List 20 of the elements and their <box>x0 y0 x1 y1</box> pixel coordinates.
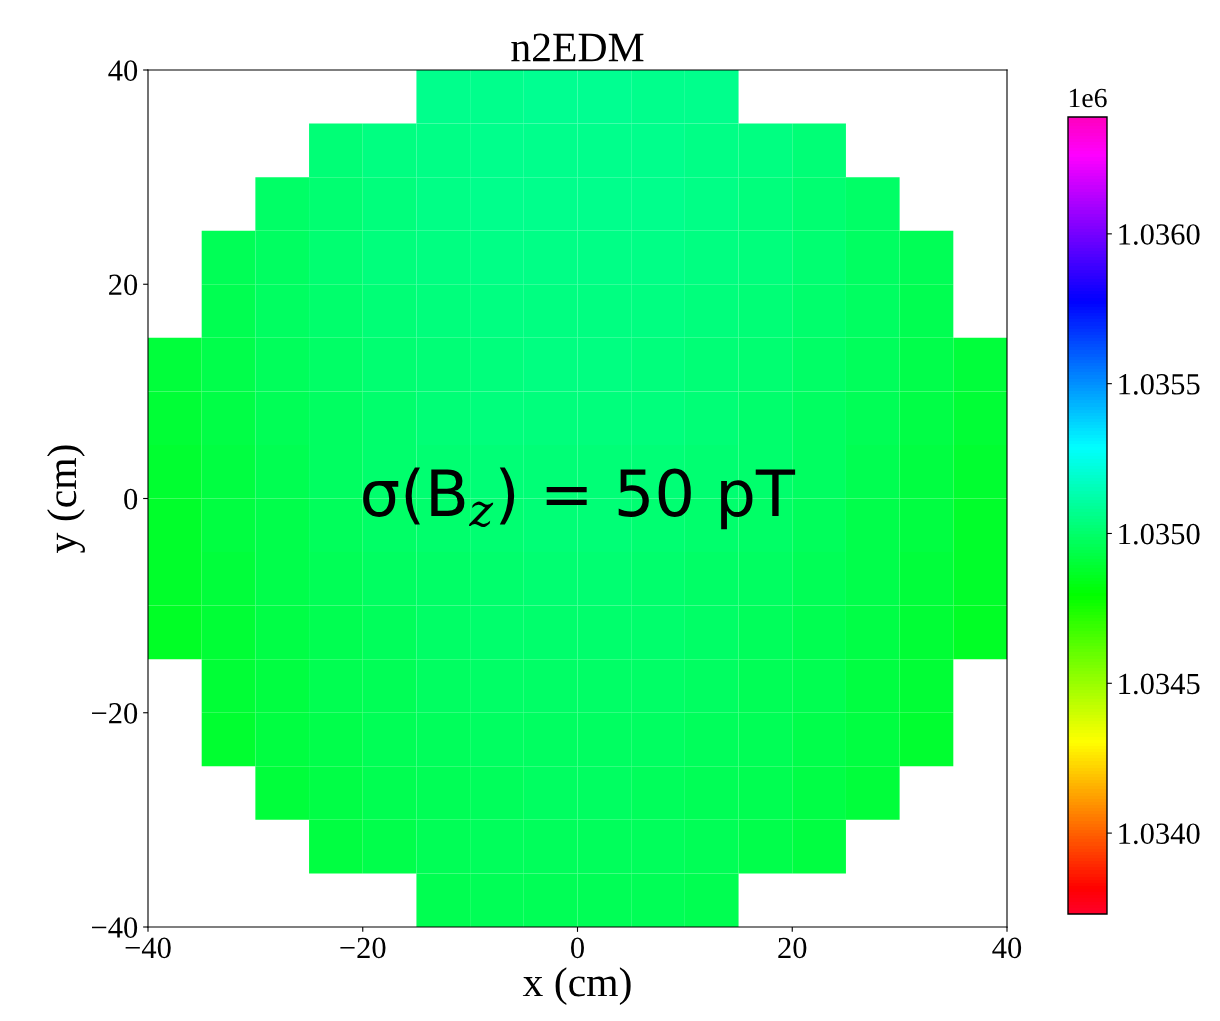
color-bar-label: 1.0355 <box>1119 373 1200 395</box>
x-tick-label: 20 <box>778 937 807 959</box>
x-tick-label: 0 <box>571 937 584 959</box>
color-bar-label: 1.0345 <box>1119 673 1200 695</box>
annotation: σ(B$_{z}$) = 50 pT <box>363 467 796 530</box>
color-bar-label: 1.0350 <box>1119 523 1200 545</box>
y-tick-label: 40 <box>108 60 138 81</box>
y-axis-title: y (cm) <box>47 445 85 553</box>
y-tick-label: 0 <box>124 488 138 510</box>
text: 1e6 <box>1069 88 1107 108</box>
x-tick-label: 40 <box>992 937 1022 959</box>
y-tick-label: −20 <box>92 703 138 724</box>
x-axis-title: x (cm) <box>522 967 631 1005</box>
chart-title: n2EDM <box>511 33 644 62</box>
x-tick-label: −20 <box>340 937 386 959</box>
y-tick-label: −40 <box>92 917 138 938</box>
color-bar-label: 1.0360 <box>1119 224 1200 245</box>
color-bar-label: 1.0340 <box>1119 823 1200 845</box>
y-tick-label: 20 <box>109 274 138 296</box>
x-tick-label: −40 <box>125 937 171 959</box>
